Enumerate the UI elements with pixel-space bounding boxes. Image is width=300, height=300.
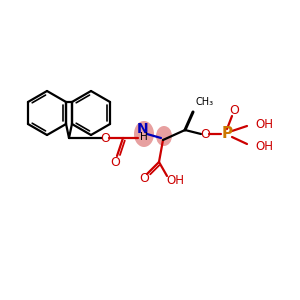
Text: O: O [200, 128, 210, 140]
Text: CH₃: CH₃ [196, 97, 214, 107]
Text: O: O [110, 155, 120, 169]
Ellipse shape [156, 126, 172, 146]
Text: OH: OH [255, 118, 273, 130]
Text: H: H [140, 132, 148, 142]
Text: OH: OH [255, 140, 273, 152]
Text: P: P [221, 127, 233, 142]
Text: O: O [139, 172, 149, 185]
Text: N: N [137, 122, 149, 136]
Text: O: O [100, 131, 110, 145]
Ellipse shape [134, 121, 154, 147]
Text: OH: OH [166, 173, 184, 187]
Text: O: O [229, 103, 239, 116]
